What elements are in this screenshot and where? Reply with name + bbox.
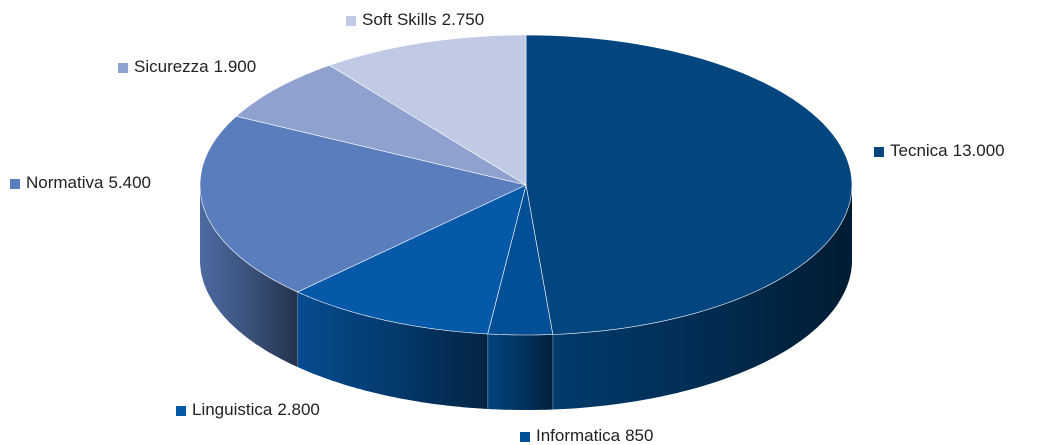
slice xyxy=(525,34,853,335)
legend-swatch xyxy=(520,432,530,442)
slice-label-value: 13.000 xyxy=(953,141,1005,160)
slice-label-name: Soft Skills xyxy=(362,10,437,29)
slice-label: Informatica 850 xyxy=(536,426,653,445)
legend-swatch xyxy=(118,63,128,73)
slice-label-name: Tecnica xyxy=(890,141,948,160)
slice-label: Normativa 5.400 xyxy=(26,173,151,192)
slice-label-value: 2.750 xyxy=(442,10,485,29)
slice xyxy=(235,64,527,186)
slice-side-shade xyxy=(200,185,298,367)
slice-label-value: 2.800 xyxy=(277,400,320,419)
slice-label-value: 5.400 xyxy=(108,173,151,192)
legend-swatch xyxy=(346,16,356,26)
slice-side-shade xyxy=(552,185,852,410)
slice-label: Linguistica 2.800 xyxy=(192,400,320,419)
slice-label: Tecnica 13.000 xyxy=(890,141,1005,160)
slice xyxy=(487,184,554,336)
slice-label: Sicurezza 1.900 xyxy=(134,57,256,76)
slice-side-shade xyxy=(487,334,553,410)
slice-label-name: Sicurezza xyxy=(134,57,209,76)
slice xyxy=(328,34,527,186)
slice-label-value: 1.900 xyxy=(214,57,257,76)
slice-label-name: Linguistica xyxy=(192,400,273,419)
slice-label-name: Normativa xyxy=(26,173,104,192)
legend-swatch xyxy=(10,179,20,189)
legend-swatch xyxy=(874,147,884,157)
slice-label-value: 850 xyxy=(625,426,653,445)
slice-side-shade xyxy=(297,292,488,409)
slice-label-name: Informatica xyxy=(536,426,621,445)
legend-swatch xyxy=(176,406,186,416)
slice xyxy=(199,115,527,293)
slice-label: Soft Skills 2.750 xyxy=(362,10,484,29)
slice xyxy=(296,184,527,335)
